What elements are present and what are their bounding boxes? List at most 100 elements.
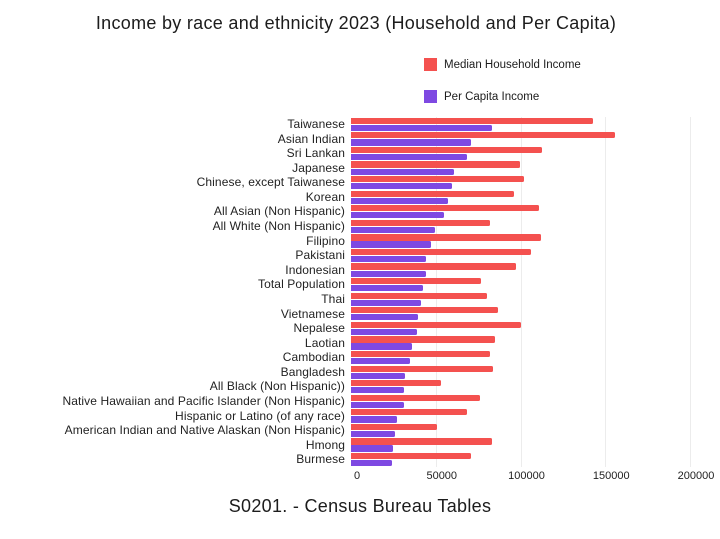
bar-row (351, 219, 690, 234)
household-income-bar (351, 248, 531, 256)
per-capita-income-bar (351, 372, 406, 379)
per-capita-income-bar (351, 343, 413, 350)
bar-row (351, 365, 690, 380)
household-income-bar (351, 365, 493, 372)
household-income-bar (351, 307, 499, 314)
category-label: Indonesian (285, 262, 345, 277)
household-income-bar (351, 278, 481, 285)
per-capita-income-bar (351, 270, 426, 277)
bar-row (351, 307, 690, 322)
category-label: Taiwanese (287, 117, 345, 131)
per-capita-income-bar (351, 299, 422, 306)
legend-item-percapita: Per Capita Income (424, 90, 581, 103)
household-income-bar (351, 409, 468, 416)
household-income-bar (351, 380, 441, 387)
category-label: Chinese, except Taiwanese (196, 175, 345, 190)
bar-row (351, 161, 690, 176)
category-label: Hmong (305, 437, 345, 452)
per-capita-income-bar (351, 255, 427, 263)
gridline (690, 117, 691, 467)
category-label: Korean (305, 189, 345, 204)
household-income-bar (351, 438, 492, 445)
bar-row (351, 248, 690, 263)
per-capita-income-bar (351, 445, 394, 452)
household-income-bar (351, 161, 520, 168)
page-title: Income by race and ethnicity 2023 (House… (95, 13, 617, 33)
category-label: Japanese (292, 160, 345, 175)
x-tick-label: 100000 (508, 470, 545, 482)
per-capita-income-bar (351, 139, 472, 146)
per-capita-income-bar (351, 153, 468, 161)
legend-label-household: Median Household Income (444, 58, 581, 71)
category-label: Native Hawaiian and Pacific Islander (No… (62, 393, 345, 408)
category-label: American Indian and Native Alaskan (Non … (64, 423, 345, 438)
category-labels: Taiwanese Asian Indian Sri Lankan Japanese C… (0, 117, 351, 467)
category-label: Pakistani (295, 248, 345, 263)
bar-row (351, 379, 690, 394)
per-capita-income-bar (351, 183, 452, 190)
per-capita-income-bar (351, 124, 492, 131)
bar-row (351, 321, 690, 336)
bar-row (351, 394, 690, 409)
per-capita-income-bar (351, 226, 435, 233)
legend-item-household: Median Household Income (424, 58, 581, 71)
x-tick-label: 150000 (592, 470, 630, 482)
caption: S0201. - Census Bureau Tables (228, 496, 492, 516)
legend-swatch-household-icon (424, 58, 437, 71)
per-capita-income-bar (351, 197, 449, 204)
bar-row (351, 204, 690, 219)
category-label: Burmese (296, 452, 345, 467)
gridline (520, 117, 522, 467)
bar-row (351, 452, 690, 467)
gridline (605, 117, 607, 467)
bar-row (351, 234, 690, 249)
household-income-bar (351, 423, 437, 431)
household-income-bar (351, 263, 517, 270)
bar-row (351, 263, 690, 278)
per-capita-income-bar (351, 358, 411, 365)
bar-row (351, 146, 690, 161)
bar-row (351, 423, 690, 438)
household-income-bar (351, 132, 615, 139)
per-capita-income-bar (351, 387, 405, 394)
legend: Median Household Income Per Capita Incom… (424, 58, 581, 103)
bar-row (351, 190, 690, 205)
household-income-bar (351, 336, 496, 343)
bar-row (351, 132, 690, 147)
bar-row (351, 277, 690, 292)
x-tick-label: 50000 (426, 470, 458, 482)
gridline (435, 117, 437, 467)
bar-row (351, 117, 690, 132)
household-income-bar (351, 219, 490, 226)
household-income-bar (351, 176, 524, 183)
household-income-bar (351, 452, 472, 460)
category-label: All Black (Non Hispanic)) (209, 379, 345, 394)
bar-row (351, 409, 690, 424)
bar-row (351, 292, 690, 307)
per-capita-income-bar (351, 328, 418, 336)
per-capita-income-bar (351, 285, 424, 292)
category-label: All White (Non Hispanic) (212, 219, 345, 234)
household-income-bar (351, 117, 593, 124)
x-axis: 0 50000 100000 150000 200000 (353, 470, 714, 484)
household-income-bar (351, 350, 490, 358)
bar-row (351, 438, 690, 453)
category-label: Vietnamese (280, 306, 345, 321)
category-label: Total Population (258, 277, 345, 292)
category-label: Laotian (304, 335, 345, 350)
household-income-bar (351, 234, 541, 241)
legend-swatch-percapita-icon (424, 90, 437, 103)
x-tick-label: 0 (353, 470, 361, 482)
household-income-bar (351, 321, 522, 328)
plot-area (351, 117, 691, 467)
category-label: Nepalese (293, 321, 345, 336)
category-label: Bangladesh (280, 364, 345, 379)
per-capita-income-bar (351, 460, 392, 467)
category-label: Asian Indian (277, 131, 345, 146)
category-label: Filipino (306, 233, 345, 248)
bar-row (351, 175, 690, 190)
category-label: Thai (321, 291, 345, 306)
bar-row (351, 336, 690, 351)
category-label: Sri Lankan (286, 146, 345, 161)
